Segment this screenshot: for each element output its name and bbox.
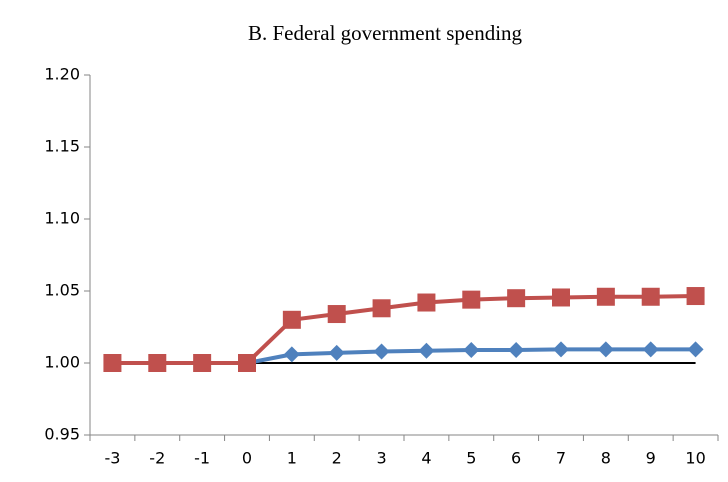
- marker: [238, 354, 256, 372]
- x-tick-label: 1: [287, 449, 297, 468]
- marker: [596, 287, 615, 306]
- y-tick-label: 1.10: [44, 209, 80, 228]
- marker: [687, 341, 704, 358]
- marker: [553, 341, 569, 358]
- x-tick-label: 5: [466, 449, 476, 468]
- marker: [462, 290, 481, 309]
- x-tick-label: 3: [376, 449, 386, 468]
- x-tick-label: -3: [104, 449, 120, 468]
- marker: [282, 310, 301, 329]
- x-tick-label: 9: [646, 449, 656, 468]
- y-tick-label: 1.15: [44, 137, 80, 156]
- marker: [508, 342, 525, 359]
- y-tick-label: 1.20: [44, 65, 80, 84]
- marker: [372, 299, 391, 318]
- marker: [373, 343, 390, 360]
- marker: [103, 354, 122, 372]
- x-tick-label: 10: [685, 449, 705, 468]
- marker: [193, 354, 212, 372]
- marker: [597, 341, 614, 358]
- marker: [642, 341, 659, 358]
- y-tick-label: 0.95: [44, 425, 80, 444]
- x-tick-label: 4: [421, 449, 431, 468]
- marker: [686, 287, 705, 306]
- x-tick-label: 6: [511, 449, 521, 468]
- marker: [283, 346, 300, 363]
- x-tick-label: 8: [601, 449, 611, 468]
- y-tick-label: 1.00: [44, 353, 80, 372]
- marker: [418, 342, 435, 359]
- marker: [327, 305, 346, 324]
- x-tick-label: 7: [556, 449, 566, 468]
- marker: [507, 289, 526, 308]
- x-tick-label: 2: [332, 449, 342, 468]
- marker: [552, 288, 570, 307]
- marker: [328, 344, 345, 361]
- marker: [463, 342, 480, 359]
- x-tick-label: -2: [149, 449, 165, 468]
- y-tick-label: 1.05: [44, 281, 80, 300]
- marker: [148, 354, 167, 372]
- x-tick-label: -1: [194, 449, 210, 468]
- marker: [641, 287, 660, 306]
- chart-title: B. Federal government spending: [248, 21, 523, 45]
- marker: [417, 293, 436, 312]
- x-tick-label: 0: [242, 449, 252, 468]
